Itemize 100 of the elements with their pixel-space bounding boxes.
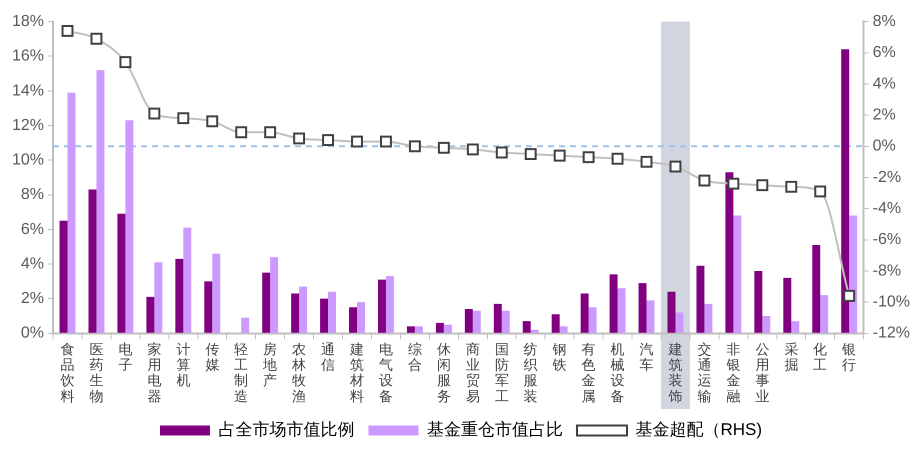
- y-tick-label: 0%: [20, 324, 44, 342]
- bar: [464, 309, 473, 333]
- y2-tick-label: -6%: [872, 231, 902, 248]
- bar: [502, 310, 510, 333]
- bar: [414, 326, 423, 333]
- y2-tick-label: -4%: [872, 200, 902, 218]
- x-tick-label: 纺织服装: [524, 342, 538, 405]
- x-tick-label: 有色金属: [582, 342, 596, 405]
- bar: [472, 310, 481, 333]
- y2-tick-label: -8%: [872, 262, 902, 280]
- x-tick-label: 机械设备: [610, 342, 625, 405]
- bar: [212, 254, 220, 333]
- x-tick-label: 农林牧渔: [291, 342, 306, 405]
- bar: [154, 262, 162, 333]
- y-tick-label: 14%: [12, 82, 44, 100]
- bar: [812, 244, 820, 333]
- x-tick-label: 非银金融: [725, 342, 740, 405]
- bar: [270, 257, 278, 333]
- bar: [646, 300, 654, 333]
- x-tick-label: 化工: [813, 342, 828, 374]
- y2-tick-label: -10%: [872, 294, 910, 311]
- y2-tick-label: 8%: [872, 13, 896, 30]
- bar: [291, 293, 300, 333]
- x-tick-label: 轻工制造: [234, 342, 248, 405]
- x-tick-label: 交通运输: [697, 342, 712, 405]
- bar: [733, 216, 742, 333]
- bar: [675, 312, 684, 333]
- bar: [791, 321, 800, 333]
- x-tick-label: 银行: [841, 342, 856, 374]
- bar: [378, 280, 386, 333]
- y-tick-label: 4%: [20, 255, 44, 272]
- y-tick-label: 18%: [12, 13, 44, 30]
- x-tick-label: 综合: [408, 342, 422, 374]
- bar: [96, 70, 104, 333]
- bar: [552, 314, 560, 333]
- bar: [68, 92, 76, 333]
- bar: [560, 326, 568, 333]
- x-tick-label: 建筑材料: [349, 342, 364, 405]
- bar: [60, 220, 68, 333]
- bar: [754, 270, 762, 333]
- bar: [522, 321, 531, 333]
- bar: [320, 298, 328, 333]
- bar: [262, 272, 270, 333]
- y2-tick-label: 6%: [872, 44, 896, 62]
- x-tick-label: 汽车: [640, 342, 654, 374]
- y2-tick-label: 4%: [872, 75, 896, 92]
- x-tick-label: 传媒: [205, 342, 220, 374]
- x-tick-label: 房地产: [262, 342, 278, 390]
- bar: [241, 318, 250, 333]
- bar: [668, 292, 676, 333]
- y-tick-label: 2%: [20, 290, 44, 308]
- bar: [436, 322, 444, 333]
- x-tick-label: 采掘: [784, 342, 798, 374]
- bar: [386, 276, 394, 333]
- bar: [610, 274, 618, 333]
- bar: [704, 304, 712, 333]
- y2-tick-label: 2%: [872, 106, 896, 124]
- legend-label: 占全市场市值比例: [218, 420, 354, 440]
- legend-label: 基金重仓市值占比: [426, 420, 563, 440]
- bar: [696, 266, 704, 333]
- bar: [204, 281, 212, 333]
- x-tick-label: 电子: [118, 342, 132, 374]
- bar: [725, 172, 734, 333]
- bar: [530, 330, 539, 333]
- x-tick-label: 休闲服务: [436, 342, 451, 405]
- bar: [762, 316, 770, 333]
- bar: [88, 190, 96, 333]
- legend-label: 基金超配（RHS): [635, 420, 762, 440]
- y2-tick-label: -2%: [872, 168, 902, 186]
- bar: [175, 258, 184, 333]
- y-tick-label: 6%: [20, 220, 44, 238]
- x-tick-label: 公用事业: [755, 342, 770, 405]
- y2-tick-label: 0%: [872, 138, 896, 155]
- x-tick-label: 建筑装饰: [667, 342, 682, 405]
- x-tick-label: 电气设备: [378, 342, 393, 405]
- bar: [841, 49, 850, 333]
- bar: [588, 307, 597, 333]
- x-tick-label: 国防军工: [494, 342, 509, 405]
- bar: [494, 304, 502, 333]
- y-tick-label: 8%: [20, 186, 44, 204]
- bar: [849, 216, 858, 333]
- bar: [117, 214, 126, 333]
- bar: [183, 228, 192, 333]
- bar: [444, 324, 452, 333]
- bar: [618, 288, 626, 333]
- bar: [328, 292, 336, 333]
- bar: [349, 307, 358, 333]
- x-tick-label: 通信: [321, 342, 336, 374]
- x-tick-label: 计算机: [176, 342, 190, 390]
- bar: [357, 302, 365, 333]
- y2-tick-label: -12%: [872, 324, 910, 342]
- bar: [783, 278, 792, 333]
- x-tick-label: 钢铁: [552, 342, 567, 374]
- x-tick-label: 医药生物: [89, 342, 104, 405]
- bar: [406, 326, 415, 333]
- bar: [820, 295, 828, 333]
- bar: [125, 120, 134, 333]
- bar: [299, 286, 308, 333]
- bar: [580, 293, 589, 333]
- x-tick-label: 食品饮料: [60, 342, 74, 405]
